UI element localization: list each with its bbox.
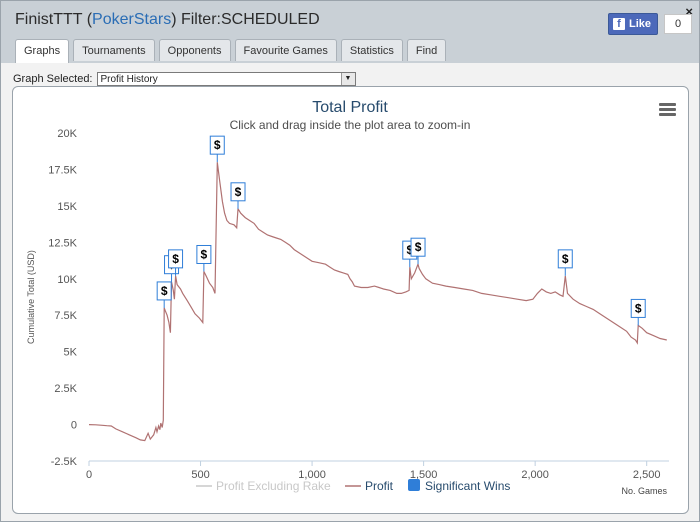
- y-tick-label: 5K: [64, 347, 78, 359]
- tab-opponents[interactable]: Opponents: [158, 39, 231, 61]
- window-title: FinistTTT (PokerStars) Filter:SCHEDULED: [15, 11, 320, 28]
- tab-tournaments[interactable]: Tournaments: [73, 39, 155, 61]
- tab-statistics[interactable]: Statistics: [340, 39, 403, 61]
- y-tick-label: -2.5K: [51, 456, 78, 468]
- tab-graphs[interactable]: Graphs: [15, 39, 70, 63]
- legend-swatch: [408, 479, 420, 491]
- y-tick-label: 15K: [57, 201, 77, 213]
- close-icon[interactable]: ×: [685, 4, 693, 19]
- chart-legend: Profit Excluding Rake Profit Significant W…: [196, 479, 510, 493]
- y-tick-label: 10K: [57, 274, 77, 286]
- significant-win-flag[interactable]: $: [410, 237, 426, 265]
- significant-win-flag[interactable]: $: [230, 182, 246, 209]
- legend-item[interactable]: Profit: [345, 479, 394, 493]
- facebook-like-widget: f Like 0: [608, 13, 693, 35]
- legend-label: Significant Wins: [425, 479, 510, 493]
- flag-label: $: [406, 243, 413, 257]
- legend-label: Profit: [365, 479, 394, 493]
- facebook-like-button[interactable]: f Like: [608, 13, 659, 35]
- significant-win-flag[interactable]: $: [209, 135, 225, 163]
- x-tick-label: 2,500: [633, 469, 661, 481]
- y-tick-label: 2.5K: [54, 383, 77, 395]
- facebook-like-count: 0: [664, 14, 693, 34]
- significant-win-flag[interactable]: $: [196, 244, 212, 272]
- x-tick-label: 500: [191, 469, 209, 481]
- series-line-profit: [88, 162, 667, 442]
- y-axis-label: Cumulative Total (USD): [26, 250, 36, 344]
- y-tick-label: 7.5K: [54, 310, 77, 322]
- y-axis-ticks: -2.5K 0 2.5K 5K 7.5K 10K 12.5K 15K 17.5K 20K: [48, 128, 77, 468]
- graph-selector-row: Graph Selected: Profit History ▼: [13, 72, 356, 86]
- title-site-link[interactable]: PokerStars: [92, 11, 172, 28]
- x-tick-label: 2,000: [521, 469, 549, 481]
- significant-win-flag[interactable]: $: [630, 298, 646, 326]
- legend-item[interactable]: Profit Excluding Rake: [196, 479, 331, 493]
- flag-label: $: [201, 247, 208, 261]
- flag-box: [557, 249, 573, 269]
- x-axis-label: No. Games: [621, 486, 667, 496]
- tab-find[interactable]: Find: [406, 39, 447, 61]
- flag-label: $: [562, 252, 569, 266]
- y-tick-label: 17.5K: [48, 164, 77, 176]
- legend-label: Profit Excluding Rake: [216, 479, 331, 493]
- facebook-f-icon: f: [613, 18, 625, 30]
- significant-win-flag[interactable]: $: [168, 249, 184, 276]
- flag-box: [230, 182, 246, 202]
- x-tick-label: 1,000: [298, 469, 326, 481]
- x-tick-label: 0: [86, 469, 92, 481]
- graph-select[interactable]: Profit History ▼: [96, 72, 356, 86]
- chart-panel[interactable]: Total Profit Click and drag inside the p…: [12, 86, 689, 514]
- flag-label: $: [161, 284, 168, 298]
- legend-item[interactable]: Significant Wins: [408, 479, 510, 493]
- x-tick-label: 1,500: [410, 469, 438, 481]
- facebook-like-label: Like: [629, 18, 652, 30]
- profit-chart[interactable]: Total Profit Click and drag inside the p…: [13, 87, 688, 513]
- title-filter: Filter:SCHEDULED: [180, 11, 320, 28]
- significant-win-flag[interactable]: $: [557, 249, 573, 276]
- significant-wins-layer: $$$$$$$$$$: [156, 135, 646, 326]
- chart-title: Total Profit: [312, 99, 388, 116]
- significant-win-flag[interactable]: $: [156, 281, 172, 308]
- series-layer: [88, 162, 667, 442]
- flag-label: $: [172, 252, 179, 266]
- titlebar: FinistTTT (PokerStars) Filter:SCHEDULED …: [1, 1, 699, 63]
- flag-box: [156, 281, 172, 301]
- flag-box: [196, 244, 212, 264]
- flag-box: [630, 298, 646, 318]
- flag-box: [410, 237, 426, 257]
- flag-box: [209, 135, 225, 155]
- y-tick-label: 12.5K: [48, 237, 77, 249]
- graph-selector-label: Graph Selected:: [13, 73, 93, 85]
- chevron-down-icon[interactable]: ▼: [340, 73, 355, 85]
- flag-box: [168, 249, 184, 269]
- graph-select-value: Profit History: [100, 74, 158, 85]
- y-tick-label: 20K: [57, 128, 77, 140]
- tab-favourite-games[interactable]: Favourite Games: [234, 39, 337, 61]
- chart-subtitle: Click and drag inside the plot area to z…: [230, 118, 471, 132]
- x-axis-ticks: 0 500 1,000 1,500 2,000 2,500: [86, 461, 661, 481]
- flag-label: $: [635, 301, 642, 315]
- flag-label: $: [235, 185, 242, 199]
- tab-bar: Graphs Tournaments Opponents Favourite G…: [15, 39, 450, 63]
- flag-label: $: [415, 240, 422, 254]
- flag-label: $: [214, 138, 221, 152]
- y-tick-label: 0: [71, 420, 77, 432]
- title-user: FinistTTT: [15, 11, 83, 28]
- hamburger-menu-icon[interactable]: [659, 103, 676, 116]
